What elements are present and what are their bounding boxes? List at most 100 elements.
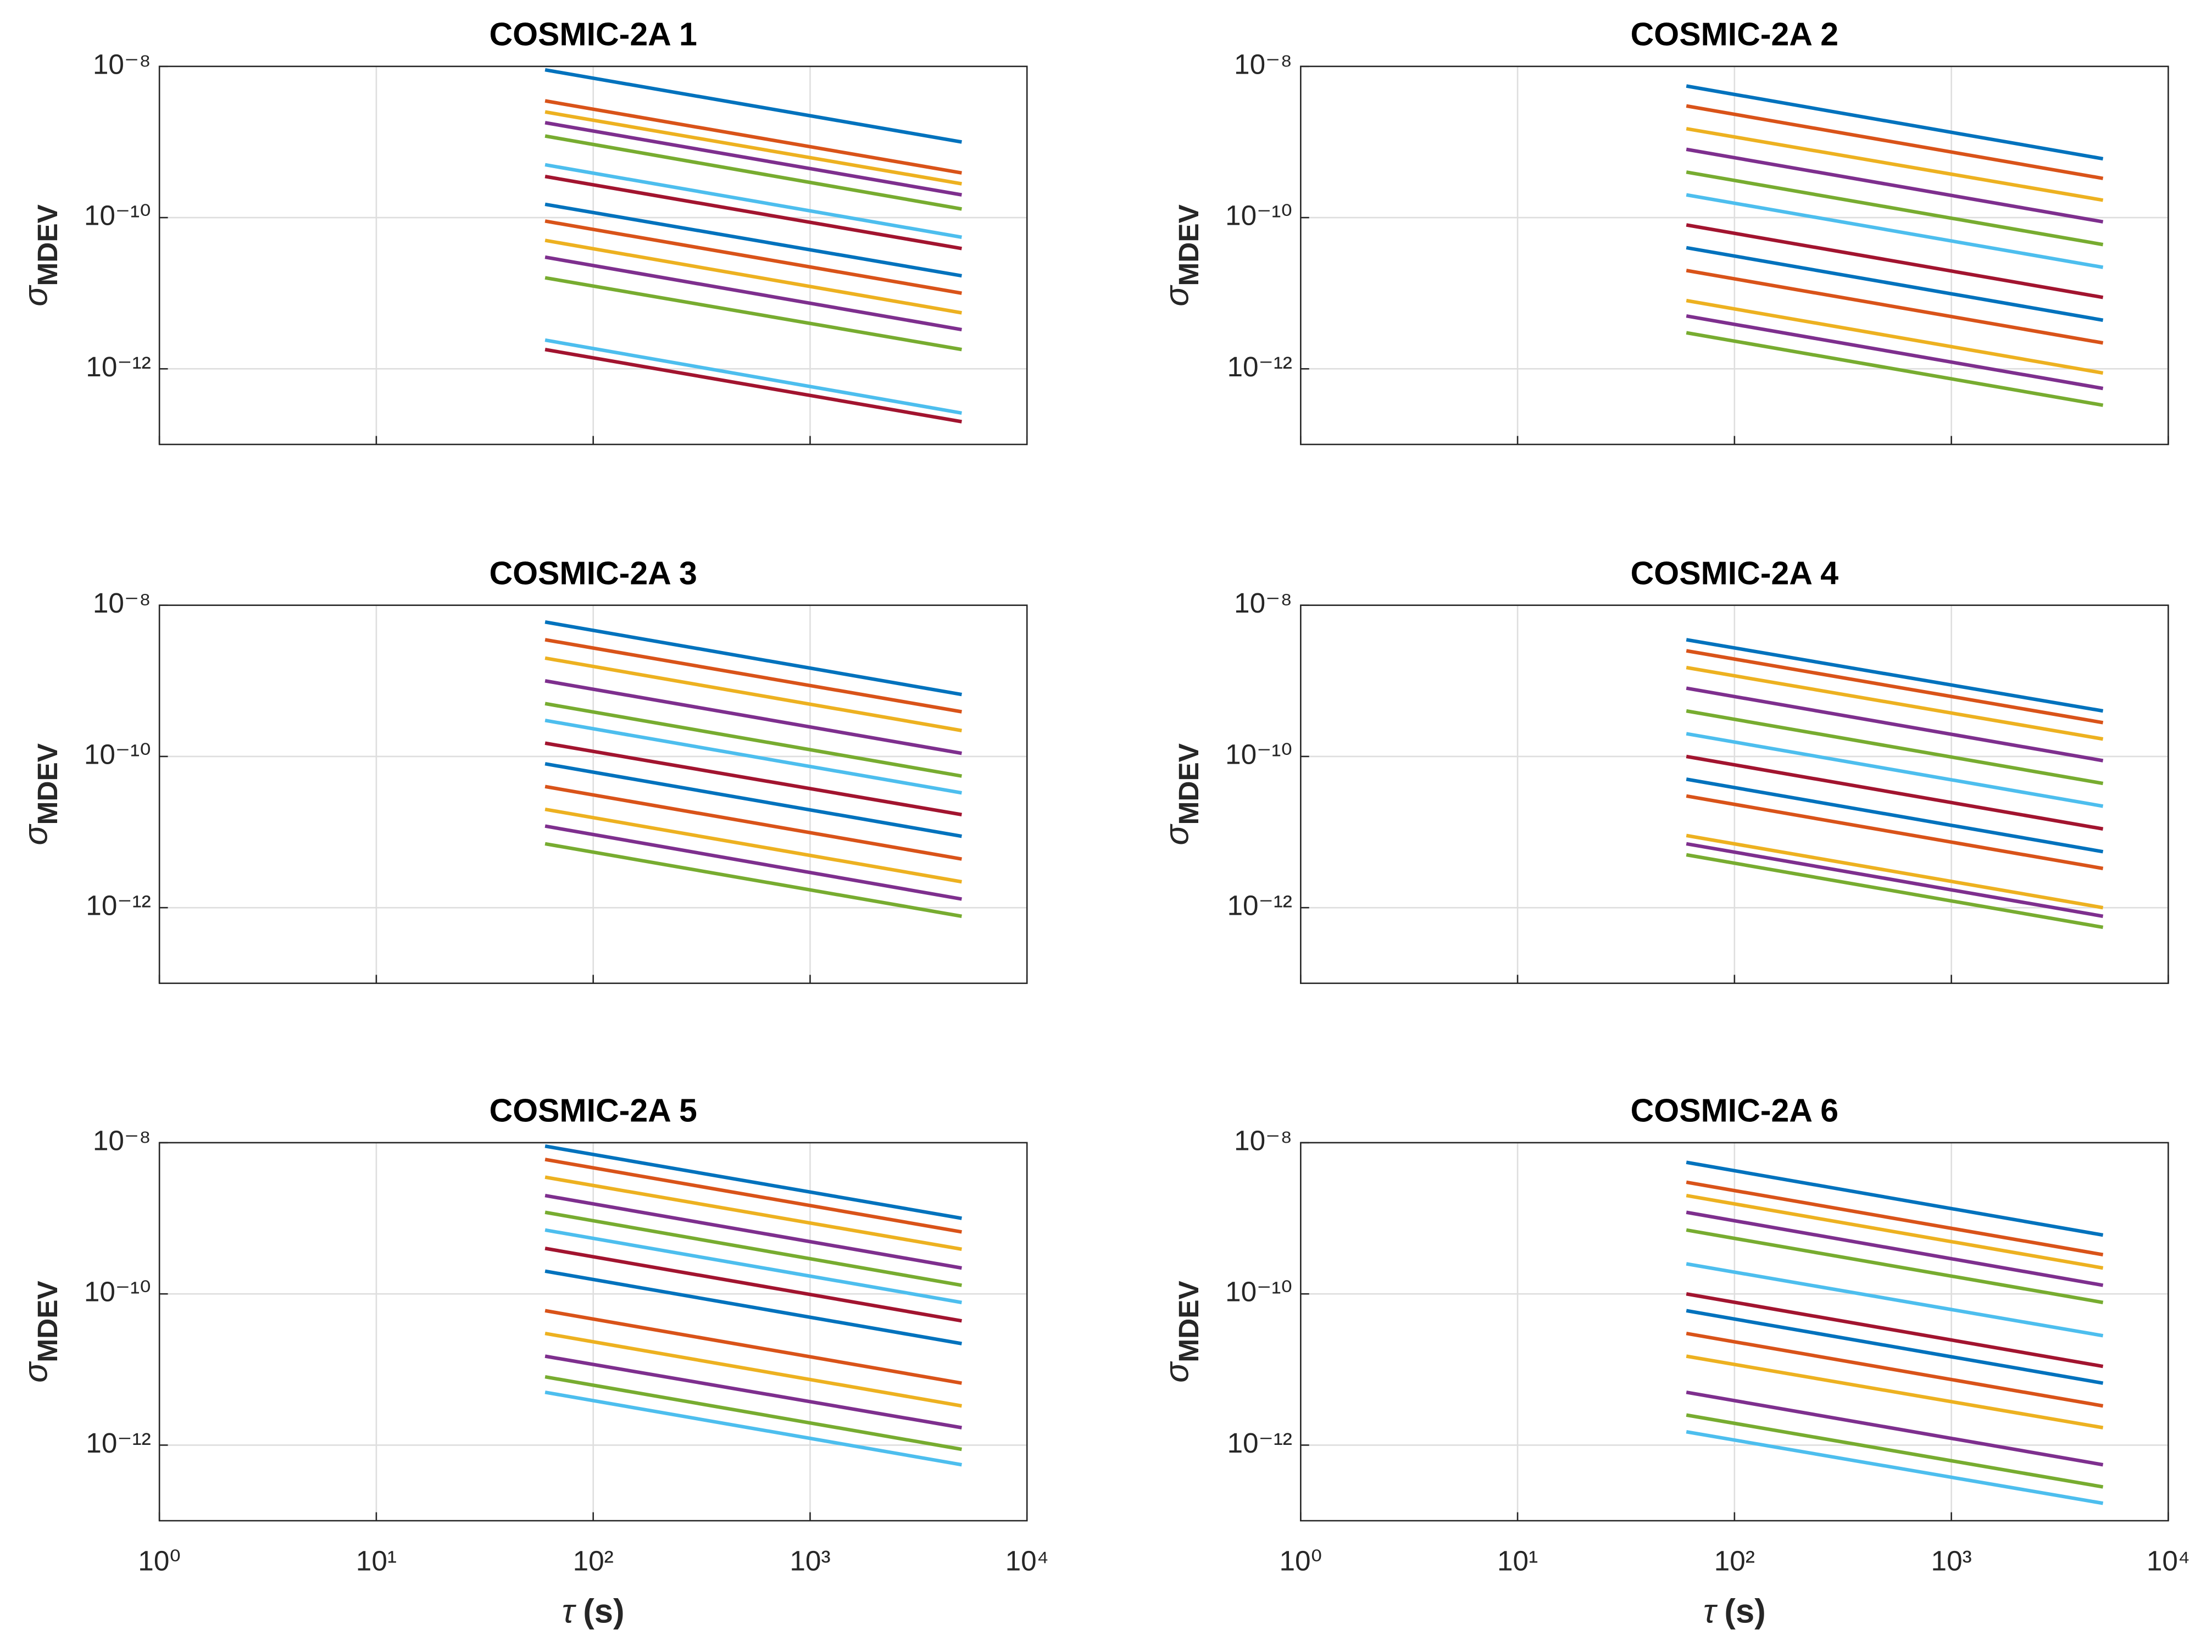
x-tick-label: 10³ <box>1931 1545 1972 1577</box>
x-tick-label: 10⁴ <box>2147 1545 2190 1577</box>
y-axis-label: σMDEV <box>17 1281 63 1383</box>
y-label-symbol: σ <box>17 285 55 307</box>
series-line <box>1686 1180 2104 1256</box>
series-line <box>544 656 962 732</box>
series-line <box>544 219 962 295</box>
series-line <box>1686 732 2104 808</box>
series-line <box>544 163 962 239</box>
series-line <box>1686 269 2104 345</box>
series-line <box>1686 104 2104 180</box>
y-label-symbol: σ <box>17 1361 55 1383</box>
subplot: 10⁻¹² 10⁻¹⁰ 10⁻⁸ COSMIC-2A 1 σMDEV <box>17 16 1028 446</box>
series-line <box>544 842 962 918</box>
series-line <box>544 338 962 415</box>
y-tick-label: 10⁻¹⁰ <box>1225 738 1292 770</box>
y-tick-label: 10⁻¹² <box>86 890 151 921</box>
x-tick-label: 10⁰ <box>1279 1545 1322 1577</box>
series-line <box>544 134 962 211</box>
series-line <box>1686 853 2104 930</box>
x-tick-label: 10³ <box>790 1545 830 1577</box>
y-label-symbol: σ <box>1158 823 1196 845</box>
x-tick-label: 10² <box>573 1545 614 1577</box>
subplot: 10⁰ 10¹ 10² 10³ 10⁴ 10⁻¹² 10⁻¹⁰ 10⁻⁸ COSMIC-2A 5… <box>17 1093 1049 1631</box>
axes-frame <box>1300 604 2169 984</box>
series-line <box>1686 665 2104 741</box>
series-line <box>1686 794 2104 870</box>
x-tick-label: 10⁰ <box>138 1545 181 1577</box>
series-line <box>544 175 962 251</box>
y-label-subscript: MDEV <box>31 204 63 286</box>
axes-frame <box>1300 1142 2169 1522</box>
x-label-symbol: τ <box>1703 1593 1718 1631</box>
subplot-title: COSMIC-2A 5 <box>489 1093 697 1129</box>
y-label-subscript: MDEV <box>1173 204 1204 286</box>
series-line <box>1686 147 2104 224</box>
series-line <box>1686 649 2104 725</box>
y-tick-label: 10⁻⁸ <box>93 587 151 619</box>
series-line <box>1686 1309 2104 1385</box>
series-line <box>544 68 962 144</box>
series-line <box>544 679 962 755</box>
x-axis-label: τ (s) <box>1703 1593 1766 1631</box>
axes-frame <box>158 1142 1028 1522</box>
series-line <box>544 276 962 352</box>
x-tick-label: 10⁴ <box>1005 1545 1049 1577</box>
series-line <box>544 1331 962 1408</box>
y-label-symbol: σ <box>1158 285 1196 307</box>
series-line <box>544 824 962 901</box>
series-line <box>1686 314 2104 391</box>
series-line <box>544 202 962 278</box>
series-line <box>1686 1430 2104 1505</box>
series-line <box>544 741 962 816</box>
y-tick-label: 10⁻⁸ <box>93 48 151 80</box>
series-line <box>544 99 962 175</box>
y-label-subscript: MDEV <box>31 1281 63 1362</box>
series-line <box>544 702 962 778</box>
y-label-symbol: σ <box>17 823 55 845</box>
series-line <box>544 1228 962 1304</box>
axes-frame <box>158 65 1028 446</box>
series-line <box>544 1247 962 1323</box>
y-tick-label: 10⁻¹² <box>1227 351 1292 382</box>
subplot: 10⁻¹² 10⁻¹⁰ 10⁻⁸ COSMIC-2A 4 σMDEV <box>1158 555 2169 984</box>
y-label-subscript: MDEV <box>31 743 63 825</box>
series-line <box>544 1390 962 1467</box>
y-tick-label: 10⁻¹⁰ <box>1225 200 1292 231</box>
series-line <box>544 719 962 795</box>
series-line <box>1686 754 2104 831</box>
series-line <box>1686 1331 2104 1408</box>
subplot-title: COSMIC-2A 1 <box>489 16 697 53</box>
series-line <box>544 1309 962 1385</box>
subplot: 10⁰ 10¹ 10² 10³ 10⁴ 10⁻¹² 10⁻¹⁰ 10⁻⁸ COSMIC-2A 6… <box>1158 1093 2190 1631</box>
series-line <box>544 785 962 861</box>
series-line <box>544 1158 962 1234</box>
subplot-title: COSMIC-2A 3 <box>489 555 697 591</box>
series-line <box>1686 1292 2104 1369</box>
y-tick-label: 10⁻¹² <box>1227 1427 1292 1459</box>
subplot-title: COSMIC-2A 2 <box>1631 16 1838 53</box>
series-line <box>1686 1262 2104 1338</box>
x-tick-label: 10² <box>1714 1545 1755 1577</box>
y-axis-label: σMDEV <box>1158 1281 1204 1383</box>
series-line <box>544 762 962 838</box>
series-line <box>1686 638 2104 713</box>
series-line <box>1686 193 2104 269</box>
y-tick-label: 10⁻¹⁰ <box>1225 1276 1292 1308</box>
series-line <box>544 1193 962 1270</box>
series-line <box>544 1175 962 1251</box>
y-tick-label: 10⁻¹² <box>1227 890 1292 921</box>
series-line <box>544 1354 962 1429</box>
series-line <box>1686 127 2104 202</box>
y-tick-label: 10⁻¹⁰ <box>84 738 151 770</box>
series-line <box>1686 1390 2104 1467</box>
series-line <box>1686 84 2104 161</box>
series-line <box>1686 331 2104 407</box>
series-line <box>544 110 962 186</box>
y-tick-label: 10⁻¹⁰ <box>84 1276 151 1308</box>
series-line <box>1686 1193 2104 1270</box>
y-axis-label: σMDEV <box>1158 204 1204 307</box>
y-label-subscript: MDEV <box>1173 1281 1204 1362</box>
series-line <box>1686 1210 2104 1287</box>
series-line <box>1686 298 2104 375</box>
